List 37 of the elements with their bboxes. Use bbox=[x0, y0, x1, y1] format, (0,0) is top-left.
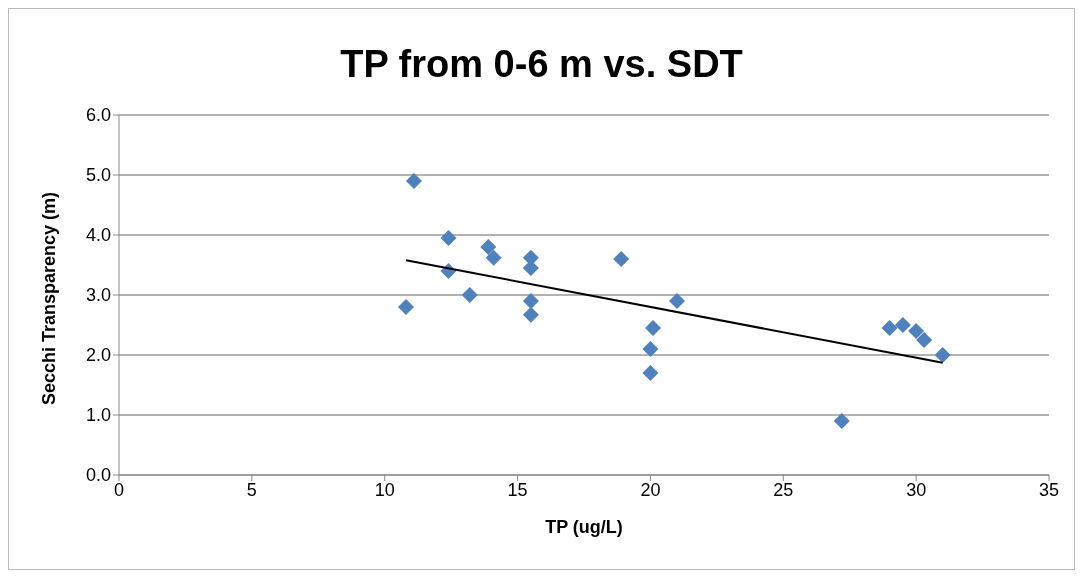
y-tick-label: 2.0 bbox=[85, 345, 111, 366]
point bbox=[405, 173, 422, 189]
point bbox=[916, 332, 933, 348]
point bbox=[522, 293, 539, 309]
point bbox=[669, 293, 685, 309]
point bbox=[461, 287, 478, 303]
y-tick-label: 5.0 bbox=[85, 165, 111, 186]
point bbox=[894, 317, 911, 333]
x-tick-label: 35 bbox=[1038, 479, 1060, 500]
x-tick-label: 15 bbox=[507, 479, 528, 500]
point bbox=[645, 320, 662, 336]
x-tick-label: 30 bbox=[906, 479, 927, 500]
point bbox=[881, 320, 898, 336]
y-tick-label: 4.0 bbox=[85, 225, 111, 246]
x-tick-label: 25 bbox=[773, 479, 794, 500]
point bbox=[908, 323, 925, 339]
y-tick-label: 1.0 bbox=[85, 405, 111, 426]
point bbox=[613, 251, 630, 267]
chart-title: TP from 0-6 m vs. SDT bbox=[339, 42, 744, 87]
point bbox=[833, 413, 850, 429]
y-tick-label: 3.0 bbox=[85, 285, 111, 306]
point bbox=[397, 299, 414, 315]
x-tick-label: 5 bbox=[246, 479, 257, 500]
x-tick-label: 0 bbox=[113, 479, 125, 500]
x-tick-label: 10 bbox=[374, 479, 395, 500]
point bbox=[642, 365, 659, 381]
point bbox=[934, 347, 951, 363]
point bbox=[485, 249, 502, 266]
x-axis-title: TP (ug/L) bbox=[545, 517, 623, 537]
point bbox=[440, 230, 457, 246]
y-axis-title: Secchi Transparency (m) bbox=[39, 191, 60, 405]
point bbox=[522, 306, 539, 323]
y-tick-label: 0.0 bbox=[85, 465, 111, 486]
point bbox=[480, 239, 497, 255]
y-tick-label: 6.0 bbox=[85, 105, 111, 126]
x-tick-label: 20 bbox=[640, 479, 661, 500]
point bbox=[642, 341, 659, 357]
